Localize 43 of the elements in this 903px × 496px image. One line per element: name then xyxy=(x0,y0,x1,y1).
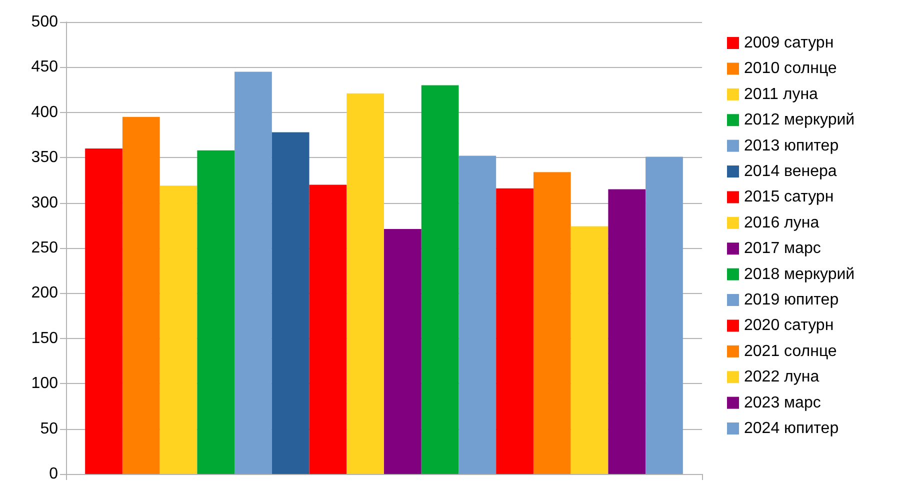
bar xyxy=(309,184,347,474)
bar xyxy=(384,229,422,474)
legend-label: 2020 сатурн xyxy=(744,317,834,334)
y-tick-label: 200 xyxy=(31,284,58,302)
y-tick-label: 100 xyxy=(31,375,58,392)
y-tick-label: 450 xyxy=(31,58,58,76)
legend-label: 2013 юпитер xyxy=(744,137,839,154)
y-tick-label: 300 xyxy=(31,194,58,212)
y-tick-label: 400 xyxy=(31,104,58,121)
bar xyxy=(496,188,534,474)
legend-label: 2024 юпитер xyxy=(744,420,839,437)
bar xyxy=(234,72,272,474)
bar xyxy=(421,85,459,474)
bar xyxy=(346,93,384,474)
legend-label: 2011 луна xyxy=(744,86,818,103)
legend-label: 2010 солнце xyxy=(744,60,837,78)
legend-label: 2019 юпитер xyxy=(744,292,839,308)
legend-label: 2012 меркурий xyxy=(744,112,855,129)
y-tick-label: 350 xyxy=(31,149,58,166)
legend-label: 2023 марс xyxy=(744,394,821,412)
y-tick-label: 250 xyxy=(31,240,58,256)
bar xyxy=(85,148,122,474)
bar xyxy=(608,189,646,474)
legend-label: 2021 солнце xyxy=(744,342,837,360)
y-tick-label: 500 xyxy=(31,14,58,30)
legend-label: 2015 сатурн xyxy=(744,188,834,206)
y-tick-label: 150 xyxy=(31,330,58,347)
bar xyxy=(122,116,160,474)
legend-label: 2009 сатурн xyxy=(744,34,834,52)
legend-label: 2014 венера xyxy=(744,163,837,180)
bar xyxy=(272,132,310,474)
legend-label: 2018 меркурий xyxy=(744,266,855,283)
bar xyxy=(646,156,683,474)
bar xyxy=(160,186,198,474)
y-tick-label: 0 xyxy=(49,466,58,482)
bar xyxy=(458,156,496,474)
bar xyxy=(533,172,571,474)
legend-label: 2016 луна xyxy=(744,214,820,232)
bar xyxy=(570,226,608,474)
y-tick-label: 50 xyxy=(40,420,58,438)
legend-label: 2017 марс xyxy=(744,240,821,258)
legend-label: 2022 луна xyxy=(744,368,820,386)
bar xyxy=(197,150,235,474)
